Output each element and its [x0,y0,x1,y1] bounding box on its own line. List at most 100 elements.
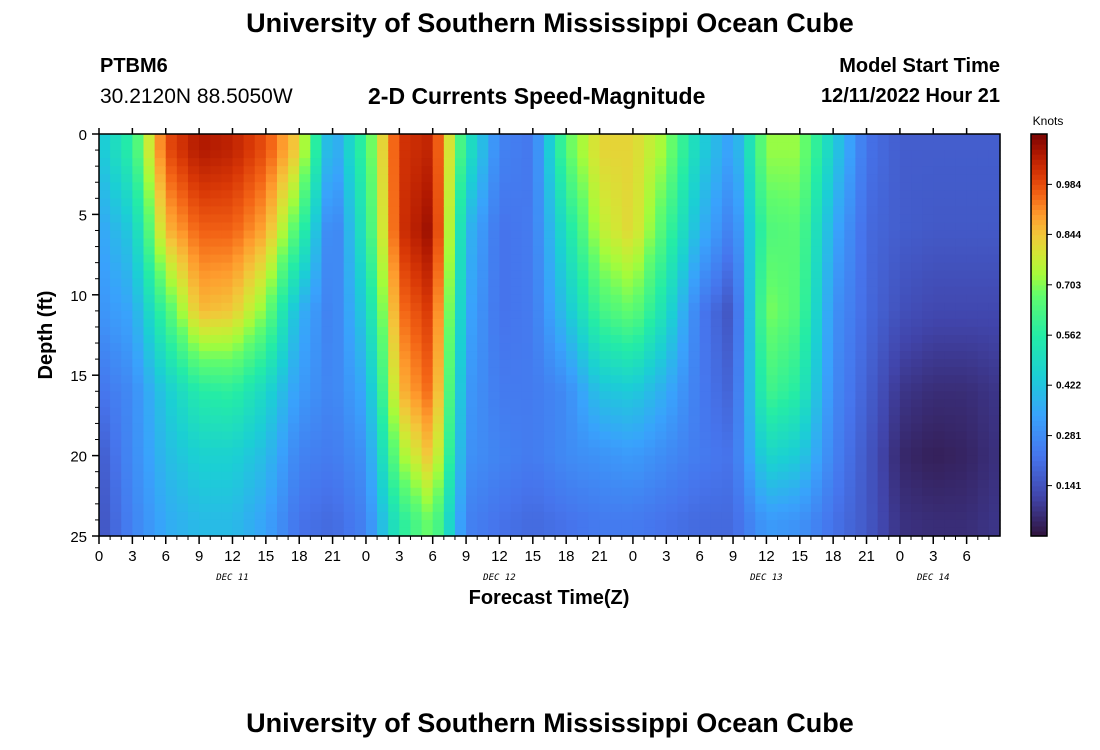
heat-cell [354,463,367,473]
heat-cell [844,487,856,497]
heat-cell [154,222,167,232]
heat-cell [421,495,434,505]
heat-cell [332,182,345,191]
heat-cell [232,150,245,159]
heat-cell [966,198,979,207]
heat-cell [299,415,311,425]
heat-cell [521,391,534,400]
heat-cell [955,399,968,408]
heat-cell [933,503,945,513]
heat-cell [788,182,801,191]
heat-cell [721,310,734,320]
heat-cell [99,294,111,304]
heat-cell [276,391,289,400]
heat-cell [521,158,534,167]
heat-cell [543,270,556,280]
heat-cell [377,286,389,296]
x-tick-label: 9 [729,548,737,565]
heat-cell [677,407,690,416]
heat-cell [799,150,812,159]
heat-cell [555,238,567,248]
heat-cell [432,471,445,481]
heat-cell [121,391,133,400]
heat-cell [365,479,378,489]
heat-cell [466,495,478,505]
heat-cell [899,166,912,175]
heat-cell [577,383,590,392]
heat-cell [944,302,957,312]
heat-cell [855,383,868,392]
heat-cell [110,511,122,521]
heat-cell [399,198,412,207]
heat-cell [332,383,345,392]
heat-cell [855,222,868,232]
heat-cell [644,423,656,433]
heat-cell [688,174,701,183]
heat-cell [699,150,712,159]
heat-cell [210,214,222,224]
heat-cell [410,439,423,449]
heat-cell [788,439,801,449]
heat-cell [388,270,400,280]
heat-cell [265,238,278,248]
heat-cell [443,503,456,513]
heat-cell [454,439,467,449]
heat-cell [99,519,111,529]
heat-cell [332,318,345,328]
heat-cell [688,375,701,384]
heat-cell [321,278,334,288]
heat-cell [866,246,879,256]
heat-cell [310,359,323,368]
heat-cell [221,134,234,143]
heat-cell [421,423,434,433]
heat-cell [466,214,478,224]
heat-cell [977,423,990,433]
heat-cell [521,503,534,513]
heat-cell [154,262,167,272]
heat-cell [421,351,434,360]
heat-cell [299,238,311,248]
heat-cell [377,142,389,151]
heat-cell [810,495,823,505]
heat-cell [477,423,489,433]
heat-cell [677,142,690,151]
heat-cell [566,463,578,473]
heat-cell [410,503,423,513]
heat-cell [777,278,790,288]
heat-cell [566,391,578,400]
heat-cell [154,134,167,143]
heat-cell [199,278,211,288]
heat-cell [888,447,901,457]
heat-cell [176,367,189,376]
heat-cell [688,166,701,175]
heat-cell [354,471,367,481]
heat-cell [176,479,189,489]
heat-cell [955,134,968,143]
heat-cell [966,246,979,256]
heat-cell [566,238,578,248]
heat-cell [744,214,756,224]
heat-cell [388,262,400,272]
heat-cell [655,391,667,400]
heat-cell [443,238,456,248]
heat-cell [510,254,523,264]
heat-cell [988,335,1001,344]
heat-cell [343,310,356,320]
heat-cell [377,407,389,416]
heat-cell [766,399,779,408]
heat-cell [777,142,790,151]
heat-cell [421,326,434,336]
heat-cell [733,439,745,449]
heat-cell [911,214,923,224]
heat-cell [521,310,534,320]
heat-cell [165,326,178,336]
heat-cell [766,455,779,465]
heat-cell [254,214,267,224]
heat-cell [310,375,323,384]
heat-cell [610,511,623,521]
heat-cell [210,270,222,280]
heat-cell [866,407,879,416]
heat-cell [799,206,812,215]
heat-cell [688,391,701,400]
heat-cell [143,495,156,505]
